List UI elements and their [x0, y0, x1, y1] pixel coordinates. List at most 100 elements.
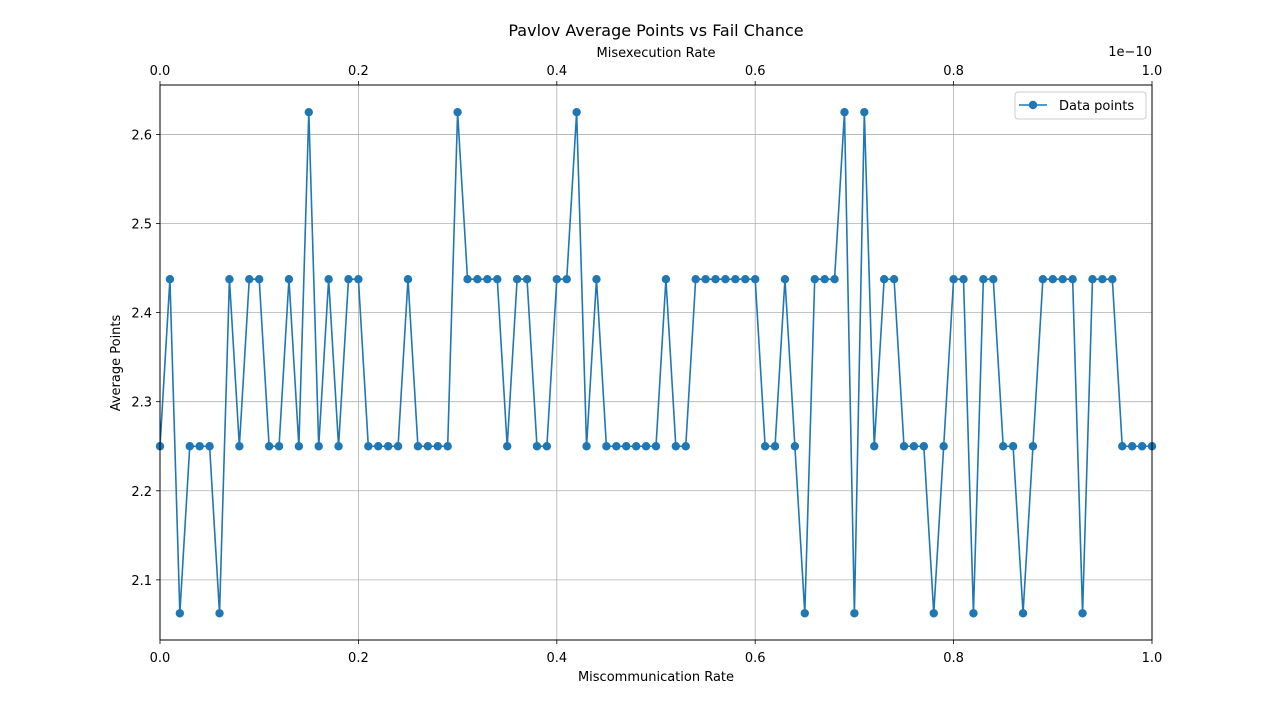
data-point [403, 275, 413, 284]
data-point [751, 275, 760, 284]
data-point [175, 609, 185, 618]
data-point [979, 275, 988, 284]
data-point [780, 275, 790, 284]
data-point [810, 275, 819, 284]
data-point [641, 442, 651, 451]
data-point [374, 442, 383, 451]
x-tick-label: 0.4 [546, 651, 567, 666]
data-point [503, 442, 512, 451]
data-point [1038, 275, 1048, 284]
data-point [889, 275, 899, 284]
secondary-x-tick-label: 0.0 [150, 64, 171, 79]
data-point [522, 275, 532, 284]
data-point [552, 275, 561, 284]
data-point [741, 275, 750, 284]
data-point [949, 275, 958, 284]
data-point [671, 442, 681, 451]
data-point [790, 442, 800, 451]
y-tick-label: 2.4 [131, 307, 152, 322]
data-point [582, 442, 591, 451]
chart-title: Pavlov Average Points vs Fail Chance [508, 21, 803, 40]
data-point [264, 442, 274, 451]
data-point [760, 442, 770, 451]
data-point [344, 275, 353, 284]
data-point [800, 609, 809, 618]
x-tick-label: 0.0 [150, 651, 171, 666]
data-point [830, 275, 839, 284]
data-point [1108, 275, 1117, 284]
y-tick-label: 2.5 [131, 218, 152, 233]
data-point [681, 442, 690, 451]
data-point [512, 275, 522, 284]
data-point [1058, 275, 1067, 284]
data-point [423, 442, 433, 451]
data-point [929, 609, 938, 618]
y-axis-label: Average Points [109, 314, 124, 411]
data-point [314, 442, 323, 451]
data-point [294, 442, 304, 451]
data-point [324, 275, 333, 284]
data-point [592, 275, 601, 284]
data-point [255, 275, 264, 284]
data-point [721, 275, 730, 284]
data-point [1008, 442, 1018, 451]
data-point [453, 107, 462, 117]
data-point [711, 275, 720, 284]
data-point [850, 609, 859, 618]
data-point [364, 442, 373, 451]
data-point [165, 275, 175, 284]
legend-box [1014, 91, 1147, 120]
data-point [1088, 275, 1097, 284]
secondary-x-tick-label: 0.4 [546, 64, 567, 79]
legend-label: Data points [1059, 99, 1134, 114]
data-point [235, 442, 244, 451]
data-point [334, 442, 343, 451]
data-point [1098, 275, 1107, 284]
data-point [245, 275, 254, 284]
y-tick-label: 2.1 [131, 574, 152, 589]
x-tick-label: 0.6 [745, 651, 766, 666]
data-point [493, 275, 502, 284]
data-point [691, 275, 700, 284]
grid-lines [159, 85, 1153, 640]
y-tick-label: 2.3 [131, 396, 152, 411]
data-point [195, 442, 204, 451]
data-point [631, 442, 641, 451]
data-point [542, 442, 552, 451]
data-point [572, 107, 581, 117]
data-point [959, 275, 968, 284]
data-point [820, 275, 829, 284]
data-point [433, 442, 442, 451]
data-point [532, 442, 542, 451]
data-point [205, 442, 214, 451]
data-point [909, 442, 919, 451]
data-point [304, 107, 313, 117]
data-point [870, 442, 879, 451]
legend-marker [1028, 100, 1038, 110]
data-point [413, 442, 423, 451]
data-point [383, 442, 393, 451]
data-point [473, 275, 482, 284]
data-point [1068, 275, 1077, 284]
data-point [1118, 442, 1127, 451]
data-point [393, 442, 403, 451]
data-point [701, 275, 710, 284]
data-point [899, 442, 909, 451]
data-point [463, 275, 472, 284]
data-point [354, 275, 363, 284]
y-tick-label: 2.2 [131, 485, 152, 500]
data-point [969, 609, 978, 618]
data-point [622, 442, 631, 451]
x-axis-label: Miscommunication Rate [578, 670, 734, 685]
x-tick-label: 0.2 [348, 651, 369, 666]
data-point [651, 442, 661, 451]
x-tick-label: 0.8 [943, 651, 964, 666]
data-point [1127, 442, 1137, 451]
data-point [225, 275, 234, 284]
plot-frame [159, 84, 1153, 641]
x-tick-label: 1.0 [1142, 651, 1163, 666]
data-point [562, 275, 571, 284]
secondary-x-tick-label: 0.2 [348, 64, 369, 79]
